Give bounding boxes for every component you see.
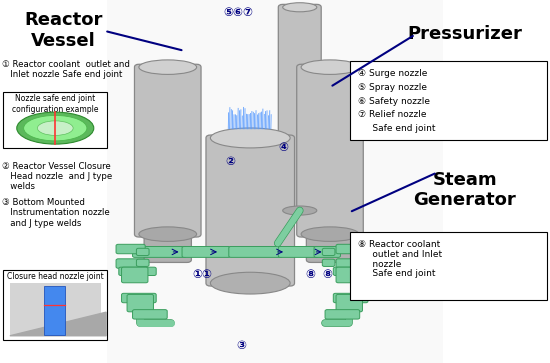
Text: ⑧ Reactor coolant
     outlet and Inlet
     nozzle: ⑧ Reactor coolant outlet and Inlet nozzl… (358, 240, 442, 269)
Text: ⑧: ⑧ (306, 268, 316, 281)
Ellipse shape (210, 128, 290, 148)
FancyBboxPatch shape (3, 270, 107, 340)
Text: ③: ③ (236, 339, 246, 352)
Ellipse shape (139, 60, 197, 74)
Bar (44, 286, 65, 335)
Text: Safe end joint: Safe end joint (358, 269, 435, 278)
Text: ⑥ Safety nozzle: ⑥ Safety nozzle (358, 97, 430, 106)
Text: ① Reactor coolant  outlet and
   Inlet nozzle Safe end joint: ① Reactor coolant outlet and Inlet nozzl… (2, 60, 130, 79)
Ellipse shape (283, 3, 317, 12)
FancyBboxPatch shape (133, 310, 167, 319)
FancyBboxPatch shape (122, 267, 148, 283)
FancyBboxPatch shape (350, 232, 547, 300)
Text: ③ Bottom Mounted
   Instrumentation nozzle
   and J type welds: ③ Bottom Mounted Instrumentation nozzle … (2, 198, 109, 228)
Text: Pressurizer: Pressurizer (408, 25, 522, 44)
FancyBboxPatch shape (333, 293, 368, 303)
FancyBboxPatch shape (336, 259, 362, 268)
FancyBboxPatch shape (278, 4, 321, 213)
Text: ②: ② (225, 155, 235, 168)
FancyBboxPatch shape (136, 259, 149, 266)
Text: Reactor
Vessel: Reactor Vessel (24, 11, 102, 50)
FancyBboxPatch shape (297, 64, 363, 237)
FancyBboxPatch shape (278, 246, 318, 257)
Text: ①①: ①① (192, 268, 212, 281)
FancyBboxPatch shape (325, 310, 360, 319)
FancyBboxPatch shape (206, 135, 295, 286)
Text: ⑦ Relief nozzle: ⑦ Relief nozzle (358, 110, 426, 119)
Text: Steam
Generator: Steam Generator (414, 171, 516, 209)
Ellipse shape (283, 206, 317, 215)
FancyBboxPatch shape (3, 92, 107, 148)
Text: Closure head nozzle joint
configuration example: Closure head nozzle joint configuration … (7, 272, 103, 291)
FancyBboxPatch shape (136, 248, 149, 256)
Text: Safe end joint: Safe end joint (358, 124, 435, 133)
Ellipse shape (210, 272, 290, 294)
FancyBboxPatch shape (322, 248, 335, 256)
Ellipse shape (139, 227, 197, 241)
FancyBboxPatch shape (322, 259, 335, 266)
Text: ⑧: ⑧ (322, 268, 332, 281)
FancyBboxPatch shape (306, 231, 354, 262)
FancyBboxPatch shape (336, 267, 362, 283)
FancyBboxPatch shape (127, 294, 153, 312)
Text: ② Reactor Vessel Closure
   Head nozzle  and J type
   welds: ② Reactor Vessel Closure Head nozzle and… (2, 162, 112, 191)
FancyBboxPatch shape (229, 246, 283, 257)
FancyBboxPatch shape (336, 244, 362, 254)
FancyBboxPatch shape (122, 293, 156, 303)
Bar (10, 283, 101, 336)
FancyBboxPatch shape (134, 64, 201, 237)
FancyBboxPatch shape (116, 259, 145, 268)
FancyBboxPatch shape (314, 246, 340, 257)
FancyBboxPatch shape (144, 231, 191, 262)
FancyBboxPatch shape (336, 294, 362, 312)
Ellipse shape (37, 121, 73, 135)
Text: ④ Surge nozzle: ④ Surge nozzle (358, 69, 427, 78)
Text: ⑤ Spray nozzle: ⑤ Spray nozzle (358, 83, 426, 92)
FancyBboxPatch shape (119, 267, 156, 276)
Ellipse shape (301, 227, 359, 241)
Text: ④: ④ (278, 140, 288, 154)
Ellipse shape (301, 60, 359, 74)
Bar (107, 0, 443, 363)
Ellipse shape (24, 115, 87, 141)
Ellipse shape (16, 112, 94, 144)
Text: ⑤⑥⑦: ⑤⑥⑦ (223, 6, 253, 19)
FancyBboxPatch shape (116, 244, 145, 254)
FancyBboxPatch shape (182, 246, 230, 257)
Text: Nozzle safe end joint
configuration example: Nozzle safe end joint configuration exam… (12, 94, 98, 114)
FancyBboxPatch shape (350, 61, 547, 140)
FancyBboxPatch shape (333, 267, 371, 276)
Polygon shape (10, 312, 106, 336)
FancyBboxPatch shape (133, 246, 186, 257)
